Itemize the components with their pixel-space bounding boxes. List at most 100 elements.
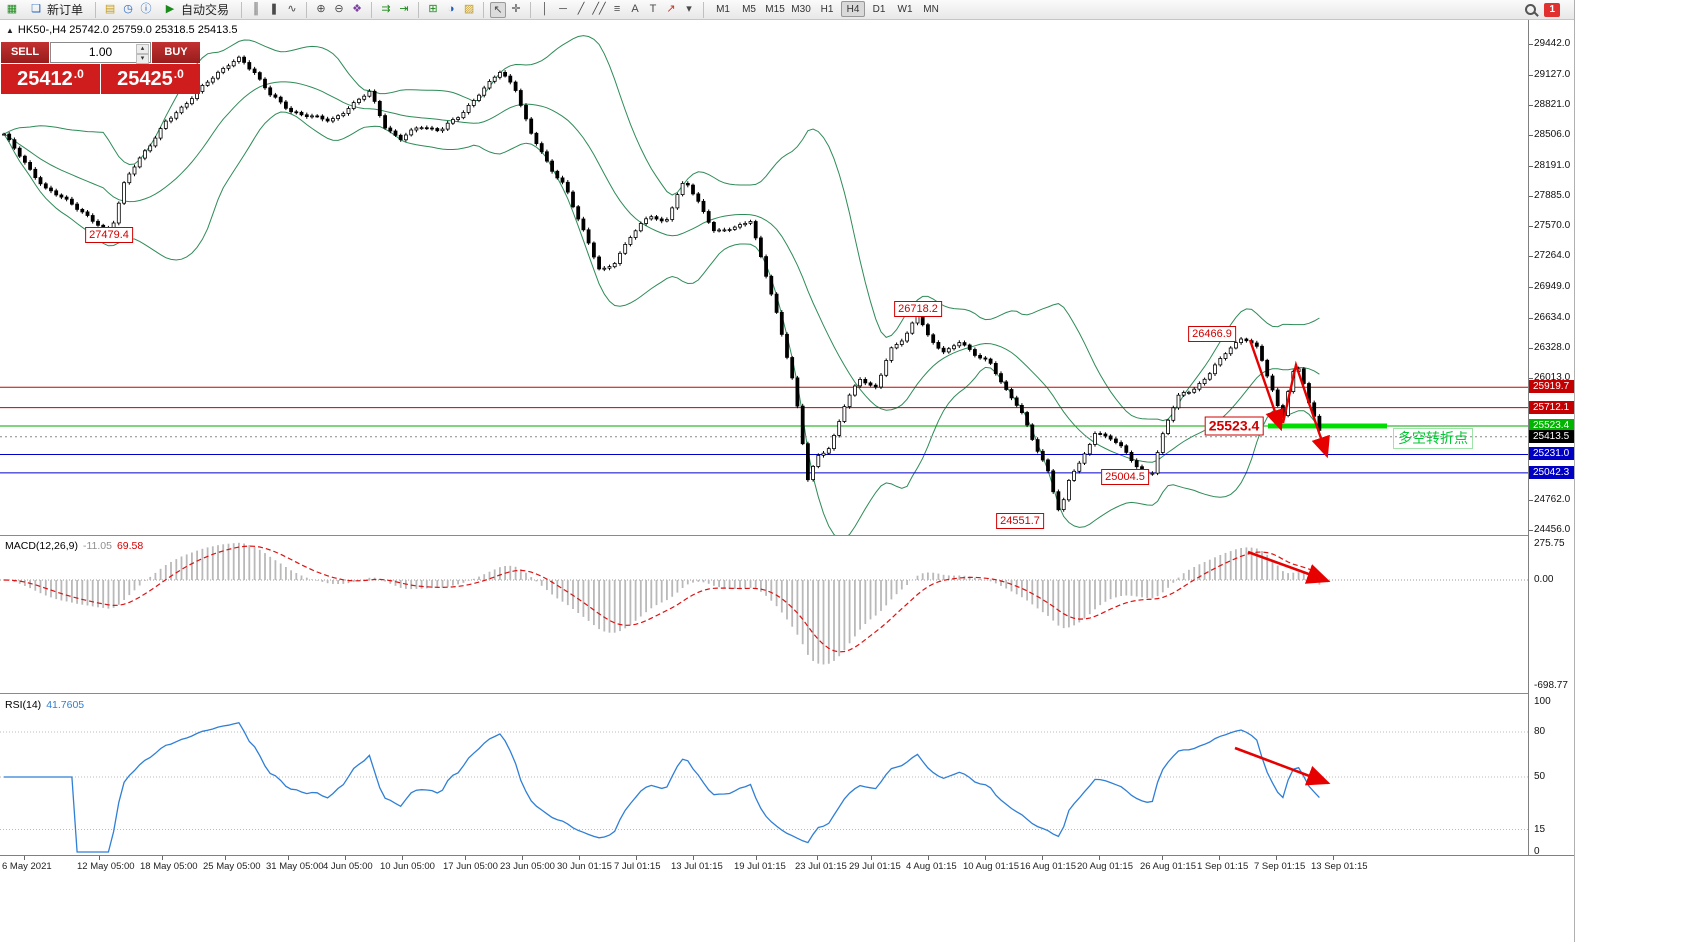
notification-badge[interactable]: 1 bbox=[1544, 2, 1560, 17]
time-axis-label: 7 Sep 01:15 bbox=[1254, 861, 1306, 872]
cursor-icon[interactable]: ↖ bbox=[490, 1, 507, 18]
volume-input[interactable]: 1.00 ▴ ▾ bbox=[50, 42, 151, 64]
timeframe-m1[interactable]: M1 bbox=[716, 4, 730, 15]
zoom-in-icon[interactable]: ⊕ bbox=[316, 2, 326, 15]
vertical-line-icon[interactable]: │ bbox=[541, 2, 549, 15]
price-callout[interactable]: 25523.4 bbox=[1204, 416, 1264, 436]
red-trend-arrow[interactable] bbox=[1248, 339, 1284, 432]
arrows-dropdown-caret-icon[interactable]: ▾ bbox=[686, 2, 692, 15]
volume-down-button[interactable]: ▾ bbox=[136, 54, 149, 64]
time-tick bbox=[928, 856, 929, 860]
volume-up-button[interactable]: ▴ bbox=[136, 44, 149, 54]
profiles-icon[interactable]: ▤ bbox=[104, 2, 116, 15]
time-tick bbox=[288, 856, 289, 860]
timeframe-d1[interactable]: D1 bbox=[872, 4, 886, 15]
buy-button[interactable]: BUY bbox=[152, 42, 200, 63]
trendline-icon[interactable]: ╱ bbox=[577, 2, 585, 15]
data-window-icon[interactable]: ⓘ bbox=[140, 2, 152, 15]
time-axis-label: 7 Jul 01:15 bbox=[614, 861, 661, 872]
ohlc-text: HK50-,H4 25742.0 25759.0 25318.5 25413.5 bbox=[17, 24, 238, 36]
rsi-label: RSI(14) 41.7605 bbox=[5, 699, 84, 711]
arrows-tool-icon[interactable]: ↗ bbox=[666, 2, 676, 15]
templates-icon[interactable]: ▨ bbox=[463, 2, 475, 15]
price-callout[interactable]: 25004.5 bbox=[1101, 469, 1149, 485]
new-order-button[interactable]: ❏ 新订单 bbox=[22, 1, 89, 19]
search-icon[interactable] bbox=[1525, 4, 1537, 15]
toolbar-separator bbox=[418, 1, 420, 18]
panel-separator[interactable] bbox=[0, 693, 1574, 695]
price-callout[interactable]: 26466.9 bbox=[1188, 326, 1236, 342]
time-tick bbox=[24, 856, 25, 860]
timeframe-mn[interactable]: MN bbox=[923, 4, 939, 15]
macd-chart[interactable] bbox=[0, 537, 1528, 693]
price-axis-label: 24762.0 bbox=[1534, 494, 1571, 505]
text-icon[interactable]: A bbox=[631, 2, 639, 15]
market-watch-icon[interactable]: ◷ bbox=[123, 2, 133, 15]
chart-shift-icon[interactable]: ⇥ bbox=[399, 2, 409, 15]
macd-axis-label: 275.75 bbox=[1534, 538, 1565, 549]
rsi-chart[interactable] bbox=[0, 695, 1528, 855]
toolbar: ▦ ❏ 新订单 ▤ ◷ ⓘ ▶ 自动交易 ║ ❚ ∿ ⊕ ⊖ ❖ ⇉ ⇥ ⊞ ◑… bbox=[0, 0, 1574, 20]
new-chart-icon[interactable]: ▦ bbox=[6, 2, 18, 15]
one-click-trading-widget: SELL 1.00 ▴ ▾ BUY 25412 .0 25425 .0 bbox=[1, 42, 200, 94]
line-chart-icon[interactable]: ∿ bbox=[287, 2, 297, 15]
time-tick bbox=[871, 856, 872, 860]
timeframe-m15[interactable]: M15 bbox=[765, 4, 785, 15]
red-trend-arrow[interactable] bbox=[1234, 746, 1331, 786]
autotrading-button[interactable]: ▶ 自动交易 bbox=[156, 1, 235, 19]
text-label-icon[interactable]: T bbox=[649, 2, 657, 15]
time-tick bbox=[985, 856, 986, 860]
indicators-icon[interactable]: ⊞ bbox=[428, 2, 438, 15]
time-axis-label: 1 Sep 01:15 bbox=[1197, 861, 1249, 872]
periods-icon[interactable]: ◑ bbox=[447, 2, 455, 15]
timeframe-w1[interactable]: W1 bbox=[897, 4, 913, 15]
price-chart[interactable] bbox=[0, 20, 1528, 535]
time-axis[interactable]: 6 May 2021 12 May 05:00 18 May 05:00 25 May… bbox=[0, 855, 1574, 942]
price-callout[interactable]: 24551.7 bbox=[996, 513, 1044, 529]
bar-chart-icon[interactable]: ║ bbox=[252, 2, 260, 15]
mt4-window: ▦ ❏ 新订单 ▤ ◷ ⓘ ▶ 自动交易 ║ ❚ ∿ ⊕ ⊖ ❖ ⇉ ⇥ ⊞ ◑… bbox=[0, 0, 1575, 942]
sell-button[interactable]: SELL bbox=[1, 42, 49, 63]
bollinger-lower-band bbox=[3, 111, 1320, 535]
channel-icon[interactable]: ╱╱ bbox=[592, 2, 606, 15]
price-axis[interactable]: 29442.0 29127.0 28821.0 28506.0 28191.0 27885… bbox=[1528, 20, 1574, 857]
red-trend-arrow[interactable] bbox=[1281, 360, 1330, 459]
fibonacci-icon[interactable]: ≡ bbox=[613, 2, 621, 15]
macd-signal-value: 69.58 bbox=[116, 540, 144, 552]
rsi-axis-label: 15 bbox=[1534, 824, 1546, 835]
rsi-axis-label: 80 bbox=[1534, 726, 1546, 737]
price-callout[interactable]: 27479.4 bbox=[85, 227, 133, 243]
tile-windows-icon[interactable]: ❖ bbox=[352, 2, 362, 15]
time-tick bbox=[1333, 856, 1334, 860]
chart-window: ▲ HK50-,H4 25742.0 25759.0 25318.5 25413.… bbox=[0, 20, 1574, 942]
price-axis-label: 27885.0 bbox=[1534, 190, 1571, 201]
sell-price[interactable]: 25412 .0 bbox=[1, 64, 100, 94]
timeframe-m30[interactable]: M30 bbox=[791, 4, 811, 15]
buy-price[interactable]: 25425 .0 bbox=[101, 64, 200, 94]
auto-scroll-icon[interactable]: ⇉ bbox=[381, 2, 391, 15]
chart-ohlc-header: ▲ HK50-,H4 25742.0 25759.0 25318.5 25413.… bbox=[6, 24, 238, 36]
red-trend-arrow[interactable] bbox=[1247, 550, 1331, 584]
price-axis-label: 26634.0 bbox=[1534, 312, 1571, 323]
toolbar-separator bbox=[241, 1, 243, 18]
toolbar-separator bbox=[483, 1, 485, 18]
horizontal-line-icon[interactable]: ─ bbox=[559, 2, 567, 15]
crosshair-icon[interactable]: ✛ bbox=[511, 2, 521, 15]
time-tick bbox=[99, 856, 100, 860]
collapse-one-click-icon[interactable]: ▲ bbox=[6, 26, 14, 35]
bull-bear-turning-point-note[interactable]: 多空转折点 bbox=[1393, 428, 1473, 449]
timeframe-h1[interactable]: H1 bbox=[820, 4, 834, 15]
timeframe-h4[interactable]: H4 bbox=[841, 1, 866, 17]
time-tick bbox=[522, 856, 523, 860]
sell-price-frac: .0 bbox=[73, 67, 84, 81]
time-tick bbox=[225, 856, 226, 860]
axis-tick bbox=[1529, 44, 1533, 45]
price-callout[interactable]: 26718.2 bbox=[894, 301, 942, 317]
panel-separator[interactable] bbox=[0, 535, 1574, 537]
time-axis-label: 29 Jul 01:15 bbox=[849, 861, 901, 872]
timeframe-m5[interactable]: M5 bbox=[742, 4, 756, 15]
axis-tick bbox=[1529, 135, 1533, 136]
time-tick bbox=[1099, 856, 1100, 860]
candlestick-chart-icon[interactable]: ❚ bbox=[269, 2, 279, 15]
zoom-out-icon[interactable]: ⊖ bbox=[334, 2, 344, 15]
